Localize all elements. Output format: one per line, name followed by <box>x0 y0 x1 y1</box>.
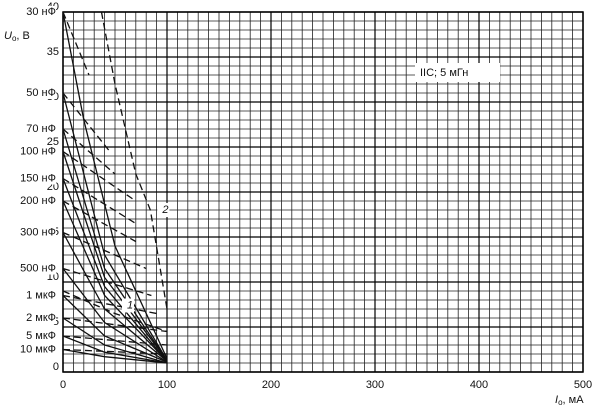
dashed-curve <box>62 177 137 225</box>
curve-label: 10 мкФ <box>20 343 56 355</box>
curve <box>62 268 168 363</box>
dashed-curve <box>62 267 152 297</box>
y-tick-label: 25 <box>47 136 59 148</box>
x-axis-label: Io, мА <box>555 394 584 407</box>
label-bg <box>0 172 56 185</box>
curve-label: 200 нФ <box>20 195 56 207</box>
curve-label: 50 нФ <box>26 87 56 99</box>
label-bg <box>0 330 56 342</box>
label-bg <box>0 123 56 135</box>
curve <box>62 128 168 361</box>
y-axis-label-part: U <box>4 30 12 42</box>
y-tick-label: 35 <box>47 46 59 58</box>
label-bg <box>0 343 56 356</box>
dashed-curve <box>62 11 90 76</box>
curve <box>62 11 168 359</box>
dashed-curve <box>62 128 116 175</box>
label-bg <box>0 312 56 324</box>
label-bg <box>157 203 170 217</box>
label-bg <box>0 87 56 99</box>
curve <box>62 317 168 364</box>
dashed-curve <box>62 335 168 346</box>
curve-label: 1 мкФ <box>26 289 56 301</box>
dashed-curve <box>100 11 168 310</box>
x-tick-label: 200 <box>262 379 280 391</box>
curve-label: 150 нФ <box>20 172 56 184</box>
dashed-curve <box>62 231 147 270</box>
curve <box>62 92 168 361</box>
y-axis-label: Uo, В <box>4 30 30 43</box>
curve-label: 1 <box>127 299 133 311</box>
curve-label: 300 нФ <box>20 226 56 238</box>
dashed-curve <box>62 200 137 243</box>
curve-label: 2 <box>161 204 168 216</box>
label-bg <box>0 289 56 302</box>
label-bg <box>122 298 134 313</box>
curve-label: 100 нФ <box>20 145 56 157</box>
y-tick-label: 0 <box>53 361 59 373</box>
dashed-curve <box>62 150 137 202</box>
x-axis-label-part: , мА <box>563 394 585 406</box>
y-axis-label-part: o <box>12 34 17 43</box>
curve <box>62 178 168 362</box>
annotation-box <box>415 63 500 82</box>
curve <box>62 151 168 361</box>
label-bg <box>0 226 56 239</box>
x-axis-label-part: o <box>558 398 563 407</box>
x-tick-label: 0 <box>60 379 66 391</box>
curve-label: 500 нФ <box>20 262 56 274</box>
dashed-curve <box>62 294 157 315</box>
curve <box>62 200 168 362</box>
x-tick-label: 300 <box>366 379 384 391</box>
x-tick-label: 400 <box>470 379 488 391</box>
curve-label: 5 мкФ <box>26 330 56 342</box>
curve <box>62 335 168 364</box>
plot-frame <box>62 11 584 373</box>
dashed-curve <box>62 290 168 333</box>
curve <box>62 348 168 364</box>
dashed-curve <box>62 348 168 355</box>
curve-label: 70 нФ <box>26 123 56 135</box>
y-axis-label-part: , В <box>16 30 29 42</box>
x-axis-label-part: I <box>555 394 558 406</box>
x-tick-label: 500 <box>574 379 592 391</box>
annotation: IIC; 5 мГн <box>420 67 468 79</box>
label-bg <box>0 6 56 18</box>
x-tick-label: 100 <box>158 379 176 391</box>
curve-label: 2 мкФ <box>26 312 56 324</box>
dashed-curve <box>62 317 168 333</box>
dashed-curve <box>62 92 111 152</box>
label-bg <box>0 195 56 207</box>
label-bg <box>0 145 56 158</box>
curve-label: 30 нФ <box>26 6 56 18</box>
label-bg <box>0 262 56 275</box>
